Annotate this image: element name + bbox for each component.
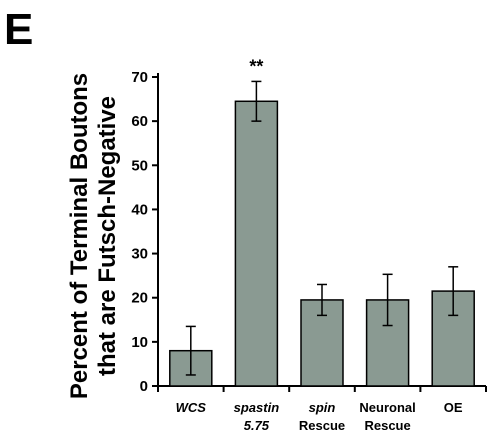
plot-area: 0 10 20 30 40 50 60 70 WCS spastin 5.75 spin Rescue N… <box>131 56 487 433</box>
y-tick-label: 60 <box>131 113 148 130</box>
x-tick-label: Rescue <box>364 418 410 433</box>
x-tick-label: OE <box>444 400 463 415</box>
y-tick-label: 30 <box>131 246 148 263</box>
x-tick-label: 5.75 <box>244 418 270 433</box>
x-tick-label: Neuronal <box>359 400 415 415</box>
significance-annotation: ** <box>249 56 263 76</box>
y-axis-label-line-2: that are Futsch-Negative <box>94 96 121 376</box>
bar <box>234 100 279 387</box>
y-tick-label: 0 <box>140 378 148 395</box>
y-tick-label: 40 <box>131 201 148 218</box>
x-tick-label: WCS <box>176 400 207 415</box>
x-tick-label: spin <box>309 400 336 415</box>
y-axis-label-line-1: Percent of Terminal Boutons <box>66 73 93 399</box>
y-axis-label: Percent of Terminal Boutons that are Fut… <box>66 73 121 399</box>
x-tick-label: Rescue <box>299 418 345 433</box>
y-tick-label: 20 <box>131 290 148 307</box>
y-tick-label: 50 <box>131 157 148 174</box>
x-tick-label: spastin <box>234 400 280 415</box>
y-tick-label: 70 <box>131 69 148 86</box>
panel-letter: E <box>4 5 33 54</box>
y-tick-label: 10 <box>131 334 148 351</box>
